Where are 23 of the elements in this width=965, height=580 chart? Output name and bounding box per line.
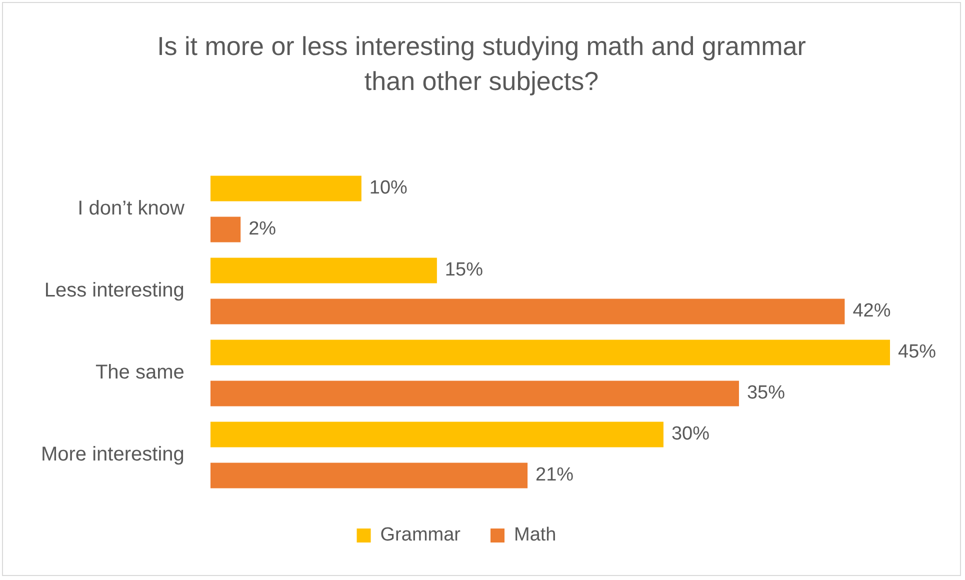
bar bbox=[210, 340, 890, 366]
bar bbox=[210, 176, 362, 202]
data-label: 10% bbox=[369, 178, 408, 199]
chart-title: Is it more or less interesting studying math and grammar than other subjects? bbox=[156, 30, 807, 98]
data-label: 21% bbox=[536, 464, 574, 486]
y-tick-label: More interesting bbox=[40, 444, 184, 466]
y-tick-label: The same bbox=[95, 362, 184, 384]
data-label: 15% bbox=[444, 260, 484, 281]
legend-label: Math bbox=[514, 524, 556, 546]
bar bbox=[210, 462, 528, 488]
data-label: 42% bbox=[852, 300, 891, 322]
y-tick-label: Less interesting bbox=[44, 280, 184, 302]
bar bbox=[210, 380, 739, 406]
legend-label: Grammar bbox=[380, 524, 462, 546]
bar bbox=[210, 422, 664, 448]
data-label: 35% bbox=[746, 382, 786, 404]
bar bbox=[210, 298, 845, 324]
bar bbox=[210, 258, 437, 284]
y-tick-label: I don’t know bbox=[78, 198, 185, 220]
data-label: 2% bbox=[248, 218, 276, 240]
bar bbox=[210, 216, 241, 242]
data-label: 45% bbox=[898, 342, 936, 363]
data-label: 30% bbox=[671, 424, 710, 445]
